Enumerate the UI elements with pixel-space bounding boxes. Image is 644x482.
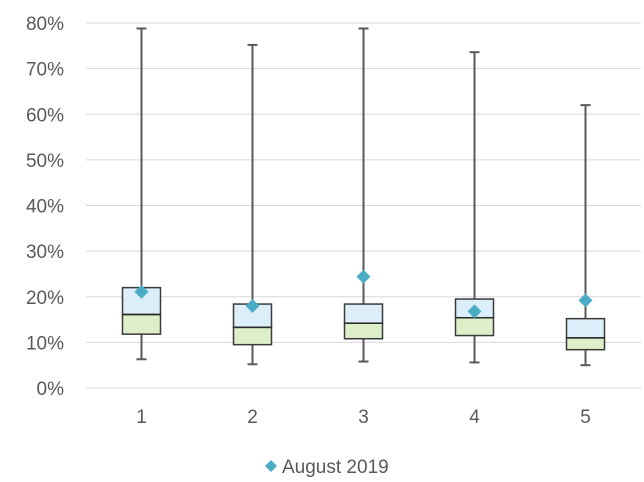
y-tick-label: 60% (26, 105, 64, 126)
box-category-5 (565, 104, 606, 367)
y-tick-label: 30% (26, 242, 64, 263)
x-axis-tick-labels: 1 2 3 4 5 (136, 407, 591, 428)
box-lower-quartile (232, 326, 273, 346)
box-upper-quartile (565, 317, 606, 339)
data-point-2 (245, 298, 260, 313)
legend: August 2019 (265, 457, 389, 478)
y-tick-label: 40% (26, 197, 64, 218)
y-tick-label: 10% (26, 333, 64, 354)
box-lower-quartile (454, 316, 495, 337)
legend-label-august-2019: August 2019 (282, 457, 389, 477)
y-tick-label: 50% (26, 151, 64, 172)
legend-marker-diamond (265, 460, 277, 472)
box-lower-quartile (565, 337, 606, 351)
box-category-2 (232, 43, 273, 366)
box-upper-quartile (343, 303, 384, 324)
x-tick-label-5: 5 (580, 407, 591, 428)
x-tick-label-4: 4 (469, 407, 480, 428)
box-category-3 (343, 27, 384, 363)
data-point-5 (578, 293, 593, 308)
box-category-1 (121, 27, 162, 361)
y-axis-tick-labels: 0% 10% 20% 30% 40% 50% 60% 70% 80% (26, 14, 64, 400)
box-lower-quartile (121, 313, 162, 335)
box-lower-quartile (343, 322, 384, 340)
data-point-3 (356, 269, 371, 284)
y-tick-label: 70% (26, 60, 64, 81)
y-tick-label: 20% (26, 288, 64, 309)
x-tick-label-3: 3 (358, 407, 369, 428)
x-tick-label-1: 1 (136, 407, 147, 428)
box-upper-quartile (121, 286, 162, 316)
y-tick-label: 80% (26, 14, 64, 35)
data-point-4 (467, 304, 482, 319)
box-plots (121, 27, 606, 367)
x-tick-label-2: 2 (247, 407, 258, 428)
series-points (134, 269, 593, 319)
data-point-1 (134, 284, 149, 299)
y-tick-label: 0% (37, 379, 65, 400)
